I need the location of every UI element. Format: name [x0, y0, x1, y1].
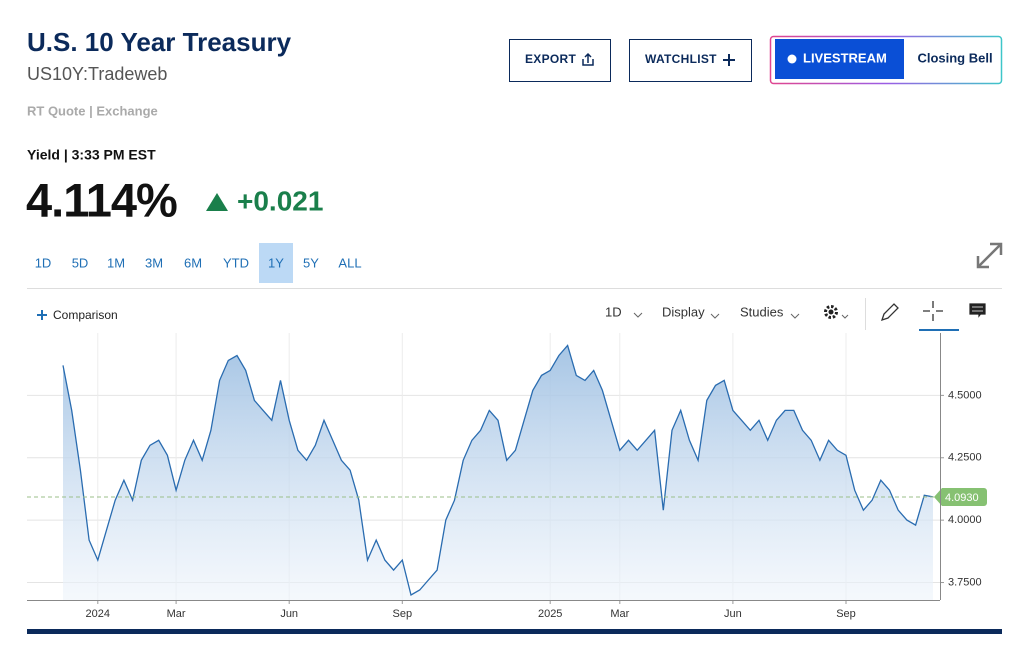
gear: [824, 305, 838, 319]
display[interactable]: Display: [662, 304, 705, 319]
price: 4.114%: [26, 173, 177, 226]
x-tick-label: Jun: [280, 608, 298, 620]
y-tick-label: 4.5000: [948, 389, 982, 401]
button-label: WATCHLIST: [645, 52, 717, 66]
chevron: [633, 312, 643, 318]
chart: 3.7500 4.0000 4.2500 4.5000 2024 Mar Jun Sep 202…: [27, 333, 987, 620]
gear-hub: [828, 309, 834, 315]
closing-bell[interactable]: Closing Bell: [917, 50, 992, 65]
range-tab[interactable]: 5D: [72, 255, 89, 270]
interval[interactable]: 1D: [605, 304, 622, 319]
crosshair-icon[interactable]: [923, 301, 943, 321]
y-tick-label: 4.2500: [948, 452, 982, 464]
chevron: [841, 314, 849, 319]
footer-bar: [27, 629, 1002, 634]
up-arrow: [206, 193, 228, 211]
x-tick-label: 2025: [538, 608, 562, 620]
quote-source: RT Quote | Exchange: [27, 103, 158, 118]
line: [62, 344, 934, 596]
area: [63, 345, 933, 600]
range-tab[interactable]: 6M: [184, 255, 202, 270]
range-tab[interactable]: 5Y: [303, 255, 319, 270]
range-tabs: 1D 5D 1M 3M 6M YTD 1Y 5Y ALL: [35, 243, 362, 283]
settings-icon[interactable]: [824, 305, 849, 319]
range-tab[interactable]: 1Y: [268, 255, 284, 270]
x-tick-label: Sep: [393, 608, 413, 620]
x-tick-label: Jun: [724, 608, 742, 620]
chevron: [790, 313, 800, 319]
symbol: US10Y:Tradeweb: [27, 64, 167, 84]
range-tab[interactable]: 1M: [107, 255, 125, 270]
export-button[interactable]: EXPORT: [509, 39, 611, 82]
live-dot: [787, 54, 797, 64]
comparison[interactable]: Comparison: [53, 308, 118, 322]
title: U.S. 10 Year Treasury: [27, 27, 292, 57]
range-tab[interactable]: YTD: [223, 255, 249, 270]
x-tick-label: Sep: [836, 608, 856, 620]
watchlist-button[interactable]: WATCHLIST: [629, 39, 752, 82]
livestream-button[interactable]: LIVESTREAM: [775, 39, 904, 79]
reference-label: 4.0930: [945, 492, 979, 504]
x-tick-label: 2024: [86, 608, 110, 620]
x-tick-label: Mar: [167, 608, 186, 620]
comment-icon[interactable]: [968, 302, 987, 321]
range-tab[interactable]: 1D: [35, 255, 52, 270]
reference-tag: [934, 487, 987, 506]
quote-label: Yield | 3:33 PM EST: [27, 147, 156, 163]
y-tick-label: 4.0000: [948, 514, 982, 526]
x-tick-label: Mar: [610, 608, 629, 620]
change: +0.021: [237, 185, 323, 216]
y-tick-label: 3.7500: [948, 576, 982, 588]
draw-icon[interactable]: [880, 303, 899, 322]
button-label: EXPORT: [525, 52, 577, 66]
studies[interactable]: Studies: [740, 304, 784, 319]
expand-icon[interactable]: [976, 242, 1003, 269]
range-tab[interactable]: ALL: [338, 255, 361, 270]
chevron: [710, 313, 720, 319]
export-icon: [582, 52, 594, 66]
range-tab[interactable]: 3M: [145, 255, 163, 270]
range-highlight: [259, 243, 293, 283]
button-label: LIVESTREAM: [803, 50, 887, 65]
plus-icon: [723, 54, 735, 66]
plus-icon: [37, 310, 47, 320]
